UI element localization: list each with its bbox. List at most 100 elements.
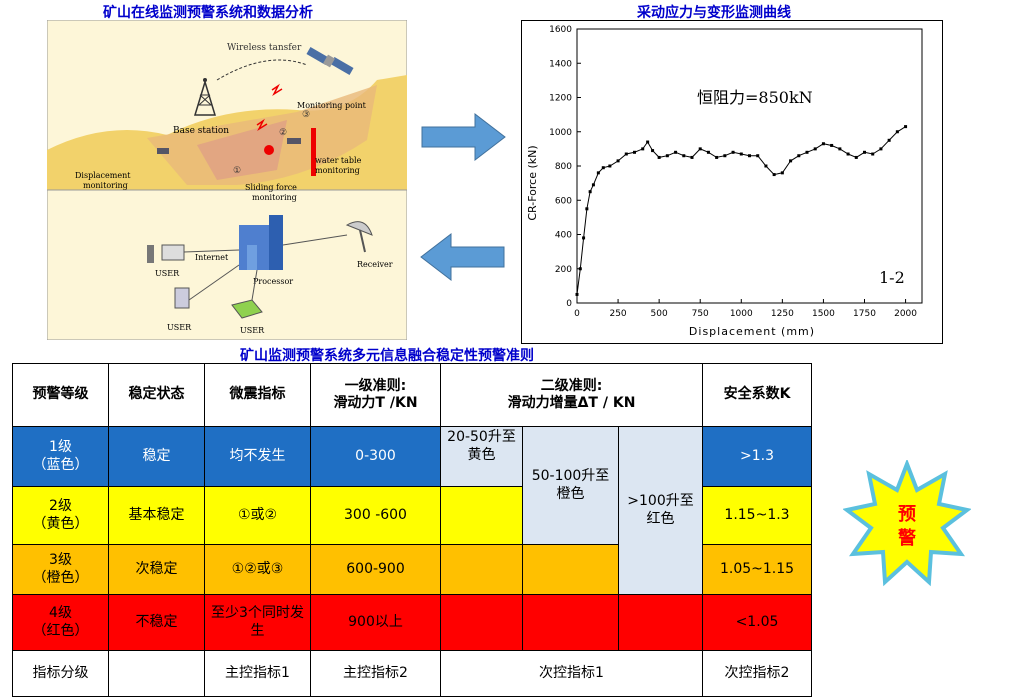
- x-tick-label: 1500: [812, 309, 835, 319]
- y-tick-label: 600: [555, 196, 572, 206]
- footer-label: 指标分级: [12, 650, 109, 697]
- x-tick-label: 1750: [853, 309, 876, 319]
- table-footer-row: 指标分级 主控指标1 主控指标2 次控指标1 次控指标2: [12, 650, 813, 697]
- table-row: 4级 （红色） 不稳定 至少3个同时发生 900以上 <1.05: [12, 594, 813, 651]
- y-tick-label: 200: [555, 265, 572, 275]
- displacement-label-2: monitoring: [83, 181, 128, 190]
- increment-cell-4a: [440, 594, 523, 651]
- data-point: [601, 166, 605, 170]
- data-point: [723, 154, 727, 158]
- data-point: [608, 164, 612, 168]
- signal-icon: [256, 118, 268, 132]
- k-4: <1.05: [702, 594, 813, 651]
- data-point: [838, 147, 842, 151]
- header-micro: 微震指标: [204, 363, 311, 427]
- header-criterion-1-line2: 滑动力T /KN: [333, 395, 418, 411]
- data-point: [682, 154, 686, 158]
- level-3-color: （橙色）: [32, 569, 89, 586]
- force-3: 600-900: [310, 544, 441, 595]
- data-point: [575, 292, 579, 296]
- receiver-label: Receiver: [357, 260, 393, 269]
- data-point: [731, 150, 735, 154]
- data-point: [739, 152, 743, 156]
- data-point: [789, 159, 793, 163]
- increment-cell-4b: [522, 594, 619, 651]
- state-4: 不稳定: [108, 594, 205, 651]
- processor-icon: [239, 215, 283, 270]
- y-tick-label: 400: [555, 231, 572, 241]
- data-point: [854, 155, 858, 159]
- footer-force: 主控指标2: [310, 650, 441, 697]
- state-1: 稳定: [108, 426, 205, 487]
- laptop-icon: [231, 299, 263, 319]
- increment-cell-2: [440, 486, 523, 545]
- force-displacement-chart: 0 200 400 600 800 1000 1200 1400 1600 0 250 500 750 1…: [521, 20, 943, 344]
- data-point: [756, 154, 760, 158]
- monitoring-point-label: Monitoring point: [297, 101, 367, 110]
- data-point: [895, 130, 899, 134]
- internet-label: Internet: [195, 253, 229, 262]
- header-criterion-2: 二级准则: 滑动力增量ΔT / KN: [439, 363, 704, 427]
- increment-yellow: 20-50升至黄色: [440, 426, 523, 487]
- level-2: 2级 （黄色）: [12, 486, 109, 545]
- data-point: [887, 138, 891, 142]
- level-2-color: （黄色）: [32, 515, 89, 532]
- warning-badge: 预 警: [843, 460, 971, 587]
- monitoring-system-illustration: Wireless tansfer Base station Monitoring…: [47, 20, 407, 340]
- left-title: 矿山在线监测预警系统和数据分析: [103, 5, 313, 21]
- data-point: [633, 150, 636, 154]
- badge-text-2: 警: [898, 527, 916, 549]
- data-point: [657, 155, 661, 159]
- tablet-icon: [174, 287, 190, 309]
- data-point: [706, 150, 710, 154]
- base-station-label: Base station: [173, 126, 229, 136]
- data-point: [863, 150, 866, 154]
- warning-criteria-table: 预警等级 稳定状态 微震指标 一级准则: 滑动力T /KN 二级准则: 滑动力增…: [12, 363, 813, 697]
- footer-micro: 主控指标1: [204, 650, 311, 697]
- data-point: [698, 147, 702, 151]
- data-point: [591, 183, 595, 187]
- data-point: [772, 173, 776, 177]
- y-tick-label: 1600: [549, 25, 572, 35]
- data-point: [585, 207, 589, 211]
- header-criterion-1: 一级准则: 滑动力T /KN: [310, 363, 441, 427]
- micro-2: ①或②: [204, 486, 311, 545]
- header-state: 稳定状态: [108, 363, 205, 427]
- data-point: [797, 154, 801, 158]
- wireless-label: Wireless tansfer: [227, 43, 302, 53]
- chart-ylabel: CR-Force (kN): [526, 145, 539, 220]
- processor-label: Processor: [253, 277, 293, 286]
- point-2-label: ②: [279, 128, 287, 138]
- state-3: 次稳定: [108, 544, 205, 595]
- y-tick-label: 1200: [549, 94, 572, 104]
- table-title: 矿山监测预警系统多元信息融合稳定性预警准则: [240, 348, 534, 364]
- data-point: [780, 171, 784, 175]
- displacement-label-1: Displacement: [75, 171, 131, 180]
- table-row: 3级 （橙色） 次稳定 ①②或③ 600-900 1.05~1.15: [12, 544, 813, 595]
- header-criterion-2-line2: 滑动力增量ΔT / KN: [507, 395, 636, 411]
- increment-cell-3a: [440, 544, 523, 595]
- data-point: [846, 152, 850, 156]
- base-station-tower-icon: [193, 78, 217, 116]
- user-label-1: USER: [155, 269, 180, 278]
- x-tick-label: 250: [609, 309, 626, 319]
- data-point: [690, 155, 694, 159]
- table-row: 2级 （黄色） 基本稳定 ①或② 300 -600 1.15~1.3: [12, 486, 813, 545]
- data-point: [764, 164, 768, 168]
- data-point: [578, 267, 582, 271]
- monitoring-sensor-icon: [287, 138, 301, 144]
- level-1-color: （蓝色）: [32, 456, 89, 473]
- chart-svg: 0 200 400 600 800 1000 1200 1400 1600 0 250 500 750 1…: [526, 25, 923, 338]
- data-point: [588, 190, 592, 194]
- badge-text-1: 预: [898, 504, 916, 525]
- y-tick-label: 1000: [549, 128, 572, 138]
- x-tick-label: 2000: [894, 309, 917, 319]
- data-point: [821, 142, 825, 146]
- data-point: [665, 154, 669, 158]
- receiver-dish-icon: [345, 221, 373, 253]
- data-point: [879, 147, 883, 151]
- data-point: [596, 171, 600, 175]
- x-tick-label: 0: [574, 309, 580, 319]
- data-point: [646, 140, 650, 144]
- chart-xlabel: Displacement (mm): [689, 325, 815, 338]
